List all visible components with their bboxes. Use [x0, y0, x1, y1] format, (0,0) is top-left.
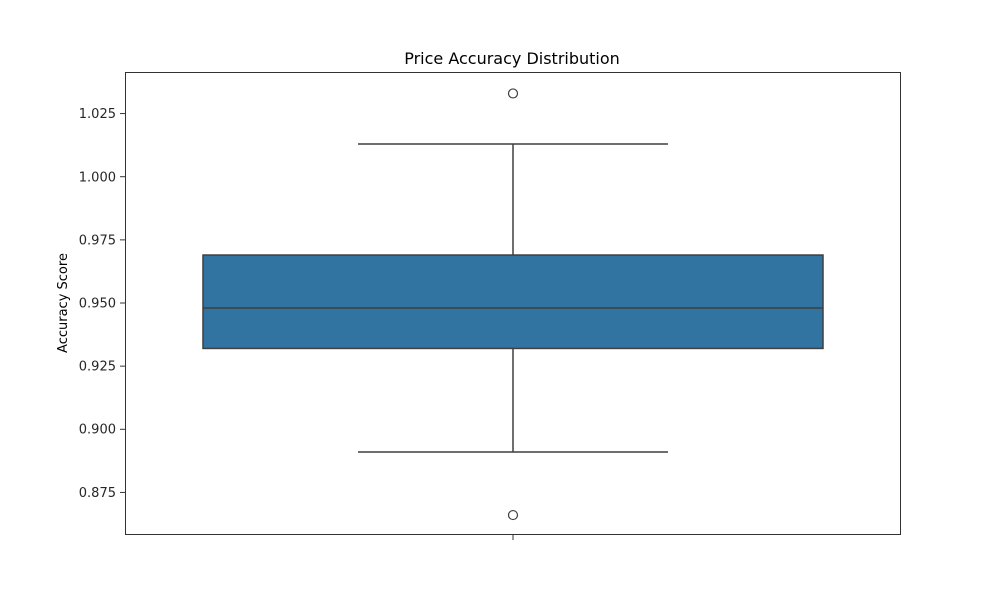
- outlier-point: [507, 509, 519, 521]
- y-tick-label: 0.975: [79, 233, 116, 248]
- y-tick-label: 0.900: [79, 423, 116, 438]
- outlier-point: [507, 88, 519, 99]
- y-tick-label: 0.925: [79, 360, 116, 375]
- y-tick-label: 1.025: [79, 107, 116, 122]
- box-group: [202, 88, 824, 521]
- y-tick-label: 0.950: [79, 297, 116, 312]
- y-tick-label: 0.875: [79, 486, 116, 501]
- y-axis-ticks: 0.875 0.900 0.925 0.950 0.975 1.000 1.025: [79, 107, 125, 501]
- plot-frame: [125, 72, 901, 535]
- chart-title: Price Accuracy Distribution: [404, 49, 620, 68]
- y-tick-label: 1.000: [79, 170, 116, 185]
- iqr-box: [202, 254, 824, 350]
- y-axis-label: Accuracy Score: [56, 253, 71, 353]
